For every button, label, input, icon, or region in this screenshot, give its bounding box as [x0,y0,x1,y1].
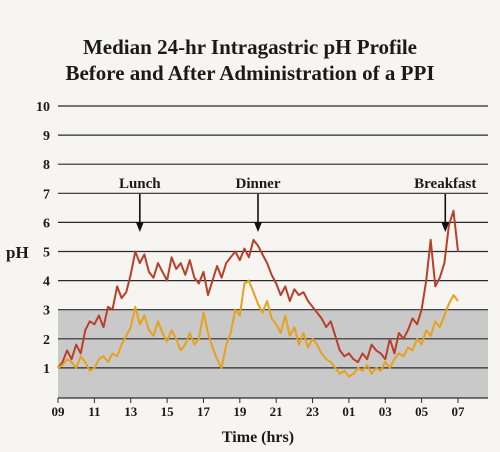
annotation-arrow-head [135,222,144,232]
x-tick-label-layer: 09 11 13 15 17 19 21 23 01 03 05 07 [52,404,466,419]
y-tick-label: 5 [43,246,50,261]
y-tick-label: 7 [43,187,50,202]
y-tick-label: 3 [43,304,50,319]
chart-title-line-1: Median 24-hr Intragastric pH Profile [82,35,418,59]
x-tick-label: 15 [161,404,175,419]
annotation-label-breakfast: Breakfast [414,176,476,192]
annotation-label-dinner: Dinner [236,176,281,192]
y-tick-label: 10 [36,100,50,115]
x-tick-label: 13 [124,404,138,419]
y-tick-label: 9 [43,129,50,144]
x-tick-label: 17 [197,404,211,419]
x-tick-label: 05 [415,404,429,419]
y-axis-label: pH [6,243,29,262]
annotation-arrow-head [254,222,262,232]
x-tick-label: 19 [233,404,247,419]
x-tick-label: 11 [88,404,100,419]
acid-zone-shading [58,309,488,398]
y-tick-label: 1 [43,362,50,377]
y-tick-label: 6 [43,216,50,231]
gridline-layer [57,105,488,403]
annotation-label-lunch: Lunch [119,176,161,192]
x-tick-label: 01 [342,404,355,419]
series-line-red [57,209,459,369]
y-tick-label: 4 [43,275,50,290]
y-tick-label-layer: 1 2 3 4 5 6 7 8 9 10 [36,100,50,377]
y-tick-label: 8 [43,158,50,173]
series-layer [57,209,459,378]
x-tick-label: 23 [306,404,320,419]
x-tick-label: 21 [270,404,283,419]
x-tick-label: 07 [452,404,466,419]
annotation-layer: Lunch Dinner Breakfast [119,176,476,232]
shaded-band-layer [58,309,488,398]
x-axis-label: Time (hrs) [222,429,294,446]
series-line-orange [57,279,459,378]
x-tick-label: 09 [52,404,66,419]
annotation-arrow-head [441,222,450,232]
y-tick-label: 2 [43,333,50,348]
chart-title-line-2: Before and After Administration of a PPI [65,61,435,85]
x-tick-label: 03 [379,404,393,419]
